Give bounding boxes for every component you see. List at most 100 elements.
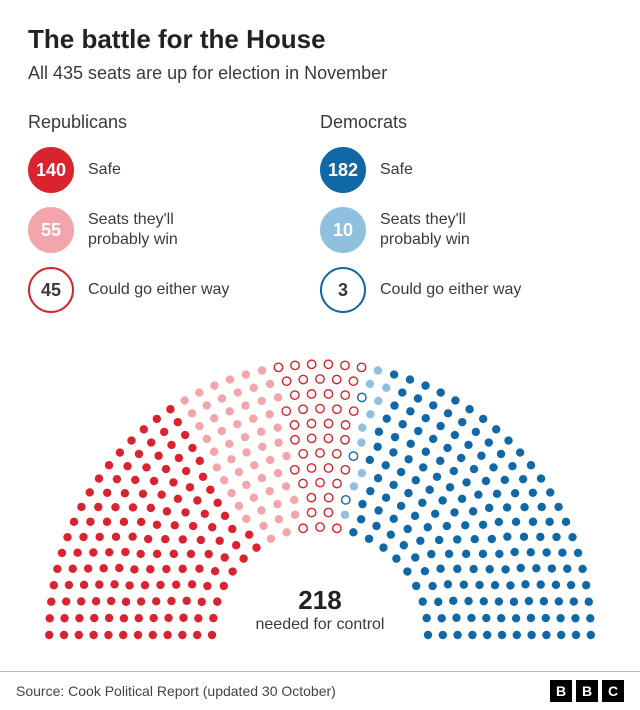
seat-dot <box>197 536 205 544</box>
seat-dot <box>465 405 473 413</box>
seat-dot <box>160 428 168 436</box>
seat-dot <box>422 448 430 456</box>
seat-dot <box>558 549 566 557</box>
party-name-republicans: Republicans <box>28 112 320 133</box>
seat-dot <box>495 518 503 526</box>
seat-dot <box>358 423 366 431</box>
seat-dot <box>137 518 145 526</box>
seat-dot <box>390 401 398 409</box>
seat-dot <box>563 565 571 573</box>
seat-dot <box>267 535 275 543</box>
seat-dot <box>349 452 357 460</box>
seat-dot <box>324 360 332 368</box>
seat-dot <box>501 476 509 484</box>
seat-dot <box>242 370 250 378</box>
seat-dot <box>258 366 266 374</box>
seat-dot <box>167 441 175 449</box>
seat-dot <box>115 564 123 572</box>
seat-dot <box>193 496 201 504</box>
seat-dot <box>258 474 266 482</box>
seat-dot <box>225 440 233 448</box>
seat-dot <box>103 518 111 526</box>
seat-dot <box>147 438 155 446</box>
seat-dot <box>485 504 493 512</box>
seat-dot <box>512 518 520 526</box>
seat-dot <box>307 419 315 427</box>
seat-dot <box>120 518 128 526</box>
seat-dot <box>450 508 458 516</box>
seat-dot <box>414 427 422 435</box>
seat-dot <box>406 407 414 415</box>
seat-dot <box>517 564 525 572</box>
seat-dot <box>373 443 381 451</box>
footer: Source: Cook Political Report (updated 3… <box>0 671 640 710</box>
seat-dot <box>495 550 503 558</box>
seat-dot <box>479 550 487 558</box>
seat-dot <box>436 422 444 430</box>
seat-dot <box>341 436 349 444</box>
seat-dot <box>182 467 190 475</box>
seat-dot <box>171 521 179 529</box>
seat-dot <box>242 515 250 523</box>
legend-label: Safe <box>380 160 413 180</box>
seat-dot <box>436 565 444 573</box>
seat-dot <box>89 548 97 556</box>
seat-dot <box>545 518 553 526</box>
seat-dot <box>537 474 545 482</box>
seat-dot <box>234 388 242 396</box>
seat-dot <box>383 414 391 422</box>
seat-dot <box>427 550 435 558</box>
seat-dot <box>199 473 207 481</box>
seat-dot <box>153 415 161 423</box>
seat-dot <box>341 421 349 429</box>
seat-dot <box>488 535 496 543</box>
seat-dot <box>400 541 408 549</box>
seat-dot <box>443 444 451 452</box>
seat-dot <box>562 518 570 526</box>
chart-title: The battle for the House <box>28 24 612 55</box>
seat-dot <box>527 461 535 469</box>
seat-dot <box>389 481 397 489</box>
seat-dot <box>451 431 459 439</box>
seat-dot <box>123 462 131 470</box>
seat-dot <box>404 455 412 463</box>
seat-dot <box>485 438 493 446</box>
seat-dot <box>324 390 332 398</box>
seat-dot <box>568 533 576 541</box>
seat-dot <box>163 507 171 515</box>
seat-dot <box>170 550 178 558</box>
legend-label: Seats they'll probably win <box>88 210 178 250</box>
seat-dot <box>341 361 349 369</box>
seat-dot <box>128 532 136 540</box>
seat-dot <box>532 564 540 572</box>
seat-dot <box>365 535 373 543</box>
seat-dot <box>307 360 315 368</box>
seat-dot <box>469 565 477 573</box>
seat-dot <box>349 528 357 536</box>
legend-item-dem-1: 10Seats they'll probably win <box>320 207 612 253</box>
seat-dot <box>136 550 144 558</box>
seat-dot <box>316 375 324 383</box>
seat-dot <box>482 477 490 485</box>
seat-dot <box>411 512 419 520</box>
legend-item-dem-0: 182Safe <box>320 147 612 193</box>
seat-dot <box>358 500 366 508</box>
seat-dot <box>299 405 307 413</box>
seat-dot <box>411 553 419 561</box>
seat-dot <box>366 410 374 418</box>
seat-dot <box>282 407 290 415</box>
seat-dot <box>493 490 501 498</box>
seat-dot <box>208 523 216 531</box>
seat-dot <box>250 461 258 469</box>
seat-dot <box>529 489 537 497</box>
seat-dot <box>266 380 274 388</box>
seat-dot <box>307 390 315 398</box>
seat-dot <box>127 436 135 444</box>
seat-dot <box>366 380 374 388</box>
seat-dot <box>250 384 258 392</box>
seat-dot <box>63 533 71 541</box>
seat-dot <box>404 489 412 497</box>
seat-dot <box>472 428 480 436</box>
seat-dot <box>188 409 196 417</box>
seat-dot <box>174 495 182 503</box>
